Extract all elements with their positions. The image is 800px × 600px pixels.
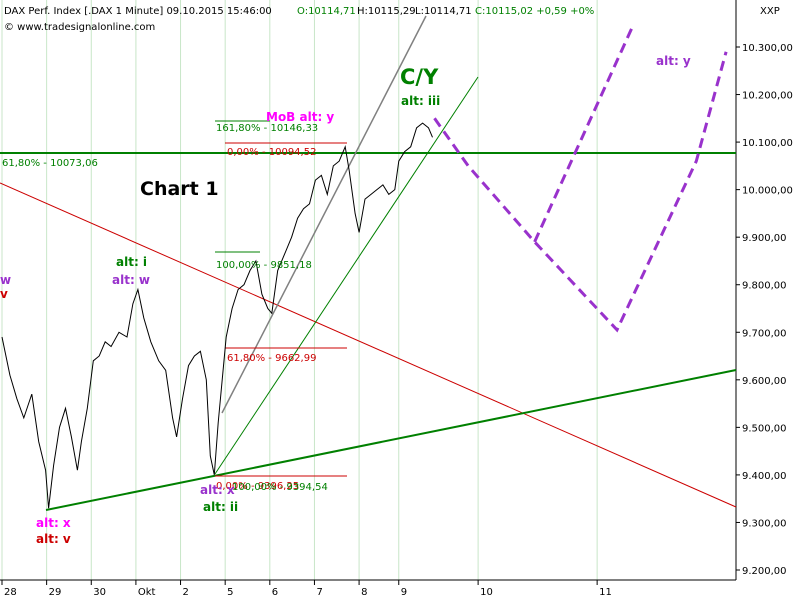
y-tick-label: 9.700,00 (742, 328, 787, 339)
green-channel-line (214, 76, 479, 475)
wave-label-alt-x-low: alt: x (200, 483, 235, 497)
x-tick-label: 8 (361, 587, 367, 598)
y-tick-label: 9.600,00 (742, 376, 787, 387)
red-trendline (0, 182, 737, 508)
wave-label-alt-ii: alt: ii (203, 500, 238, 514)
vertical-grid (1, 0, 598, 580)
y-tick-label: 9.300,00 (742, 518, 787, 529)
forecast-path-secondary (533, 27, 634, 243)
y-tick-label: 9.400,00 (742, 471, 787, 482)
y-tick-label: 9.500,00 (742, 423, 787, 434)
x-tick-label: 28 (4, 587, 17, 598)
edge-label-v: v (0, 287, 8, 301)
x-tick-label: 2 (183, 587, 189, 598)
header-low: L:10114,71 (415, 6, 472, 17)
header-instrument: DAX Perf. Index [.DAX 1 Minute] 09.10.20… (4, 6, 272, 17)
fib-100-label: 100,00% - 9851,18 (216, 260, 312, 271)
chart-title: Chart 1 (140, 178, 219, 200)
wave-label-alt-y-right: alt: y (656, 54, 691, 68)
y-tick-label: 10.200,00 (742, 91, 793, 102)
price-series-line (1, 122, 433, 509)
x-tick-label: 7 (316, 587, 322, 598)
wave-label-cy: C/Y (400, 65, 439, 89)
wave-label-mob-alt-y: MoB alt: y (266, 110, 334, 124)
y-tick-label: 9.800,00 (742, 281, 787, 292)
fib-1618-label: 161,80% - 10146,33 (216, 123, 318, 134)
y-tick-label: 9.200,00 (742, 566, 787, 577)
forecast-path-primary (433, 51, 728, 333)
x-tick-label: 5 (227, 587, 233, 598)
x-tick-label: 11 (599, 587, 612, 598)
wave-label-alt-v: alt: v (36, 532, 71, 546)
fib-0-lower-label: 0,00% - 9396,25 (216, 481, 299, 492)
x-tick-label: 30 (93, 587, 106, 598)
x-tick-label: 9 (401, 587, 407, 598)
fib-overlap-label: 100,00% - 9394,54 (232, 482, 328, 493)
green-support-trendline (45, 369, 737, 511)
x-tick-label: 29 (49, 587, 62, 598)
wave-label-alt-w: alt: w (112, 273, 150, 287)
wave-label-alt-iii: alt: iii (401, 94, 440, 108)
x-tick-label: 6 (272, 587, 278, 598)
header-close: C:10115,02 +0,59 +0% (475, 6, 594, 17)
grey-channel-line (221, 15, 427, 414)
wave-label-alt-x-left: alt: x (36, 516, 71, 530)
y-axis: 10.300,00 10.200,00 10.100,00 10.000,00 9.90… (736, 43, 793, 577)
y-tick-label: 9.900,00 (742, 233, 787, 244)
header-open: O:10114,71 (297, 6, 356, 17)
edge-label-w: w (0, 273, 11, 287)
fib-618-mid-label: 61,80% - 9662,99 (227, 353, 316, 364)
header-source: © www.tradesignalonline.com (4, 22, 155, 33)
x-tick-label: 10 (480, 587, 493, 598)
fib-618-top-label: 61,80% - 10073,06 (2, 158, 98, 169)
y-tick-label: 10.000,00 (742, 186, 793, 197)
x-tick-label: Okt (138, 587, 156, 598)
axis-unit: XXP (760, 6, 780, 17)
wave-label-alt-i: alt: i (116, 255, 147, 269)
fib-0-upper-label: 0,00% - 10094,52 (227, 147, 316, 158)
y-tick-label: 10.300,00 (742, 43, 793, 54)
y-tick-label: 10.100,00 (742, 138, 793, 149)
header-high: H:10115,29 (357, 6, 416, 17)
x-axis: 28 29 30 Okt 2 5 6 7 8 9 10 11 (1, 580, 612, 598)
